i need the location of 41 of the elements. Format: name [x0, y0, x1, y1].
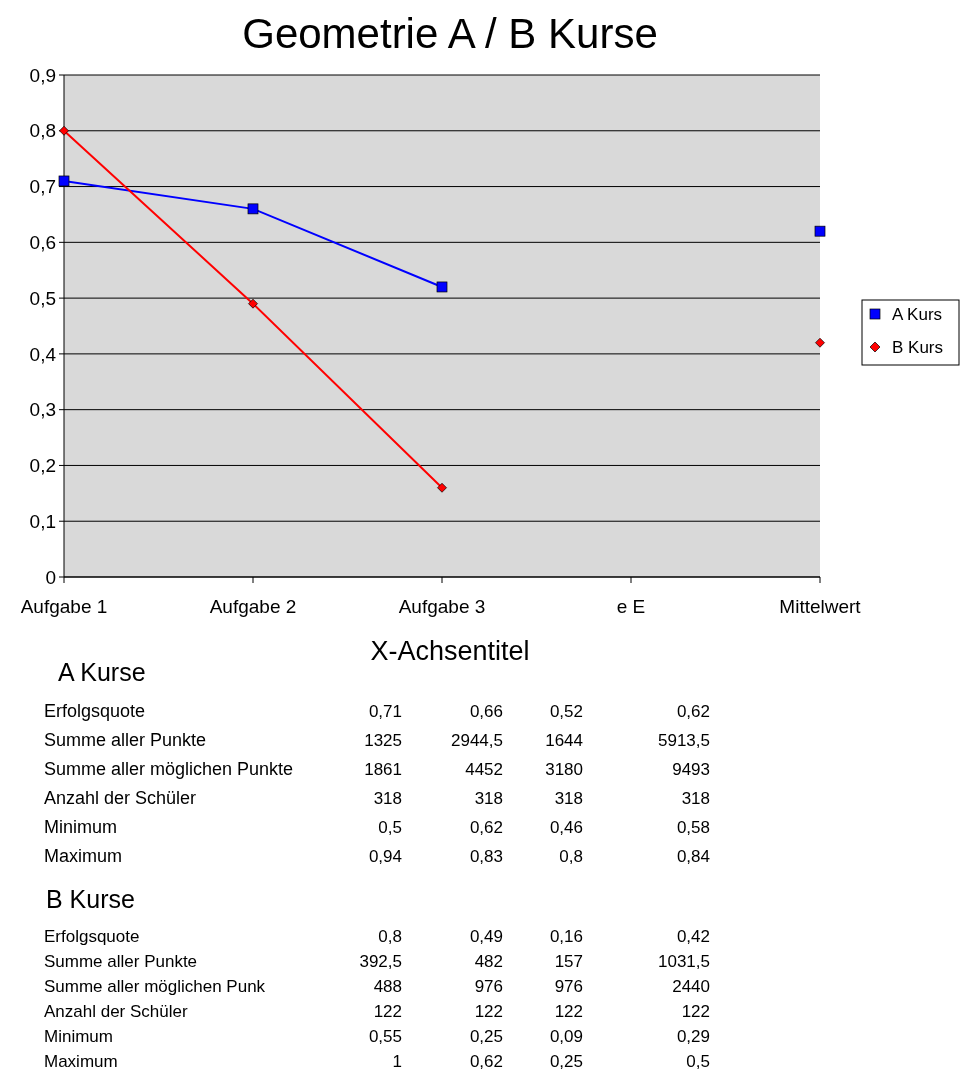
text: A Kurse: [58, 657, 146, 686]
point: [436, 281, 448, 293]
point: [437, 482, 447, 493]
x-tick-label: Mittelwert: [779, 596, 862, 617]
legend-label: B Kurs: [892, 337, 944, 357]
y-tick-label: 0,2: [29, 455, 56, 477]
text: Minimum 0,5 0,62 0,46 0,58: [44, 817, 710, 838]
y-tick-label: 0: [45, 566, 56, 588]
text: Erfolgsquote 0,8 0,49 0,16 0,42: [44, 926, 710, 946]
y-tick-label: 0,8: [29, 120, 56, 142]
text: Summe aller Punkte 392,5 482 157 1031,5: [44, 951, 710, 971]
y-tick-label: 0,7: [29, 176, 56, 198]
x-tick-label: e E: [616, 596, 646, 617]
text: Summe aller Punkte 1325 2944,5 1644 5913,5: [44, 730, 710, 751]
text: B Kurse: [46, 884, 135, 913]
text: Minimum 0,55 0,25 0,09 0,29: [44, 1026, 710, 1046]
point: [815, 337, 825, 348]
text: Erfolgsquote 0,71 0,66 0,52 0,62: [44, 701, 710, 722]
y-tick-label: 0,3: [29, 399, 56, 421]
point: [814, 225, 826, 237]
point: [248, 298, 258, 309]
point: [58, 175, 70, 187]
x-tick-label: Aufgabe 3: [398, 596, 486, 617]
chart-title: Geometrie A / B Kurse: [242, 10, 658, 57]
x-tick-label: Aufgabe 2: [209, 596, 297, 617]
text: Maximum 0,94 0,83 0,8 0,84: [44, 846, 710, 867]
point: [59, 125, 69, 136]
y-tick-label: 0,4: [29, 343, 57, 365]
y-tick-label: 0,5: [29, 287, 56, 309]
x-axis-title: X-Achsentitel: [370, 636, 530, 666]
legend-label: A Kurs: [892, 304, 943, 324]
text: Maximum 1 0,62 0,25 0,5: [44, 1051, 710, 1071]
text: Summe aller möglichen Punkte 1861 4452 3180 9493: [44, 759, 710, 780]
text: Anzahl der Schüler 122 122 122 122: [44, 1001, 710, 1021]
text: Anzahl der Schüler 318 318 318 318: [44, 788, 710, 809]
text: Summe aller möglichen Punk 488 976 976 2440: [44, 976, 710, 996]
y-tick-label: 0,9: [29, 64, 56, 86]
x-tick-label: Aufgabe 1: [20, 596, 108, 617]
y-tick-label: 0,1: [29, 510, 56, 532]
y-tick-label: 0,6: [29, 231, 56, 253]
point: [247, 203, 259, 215]
